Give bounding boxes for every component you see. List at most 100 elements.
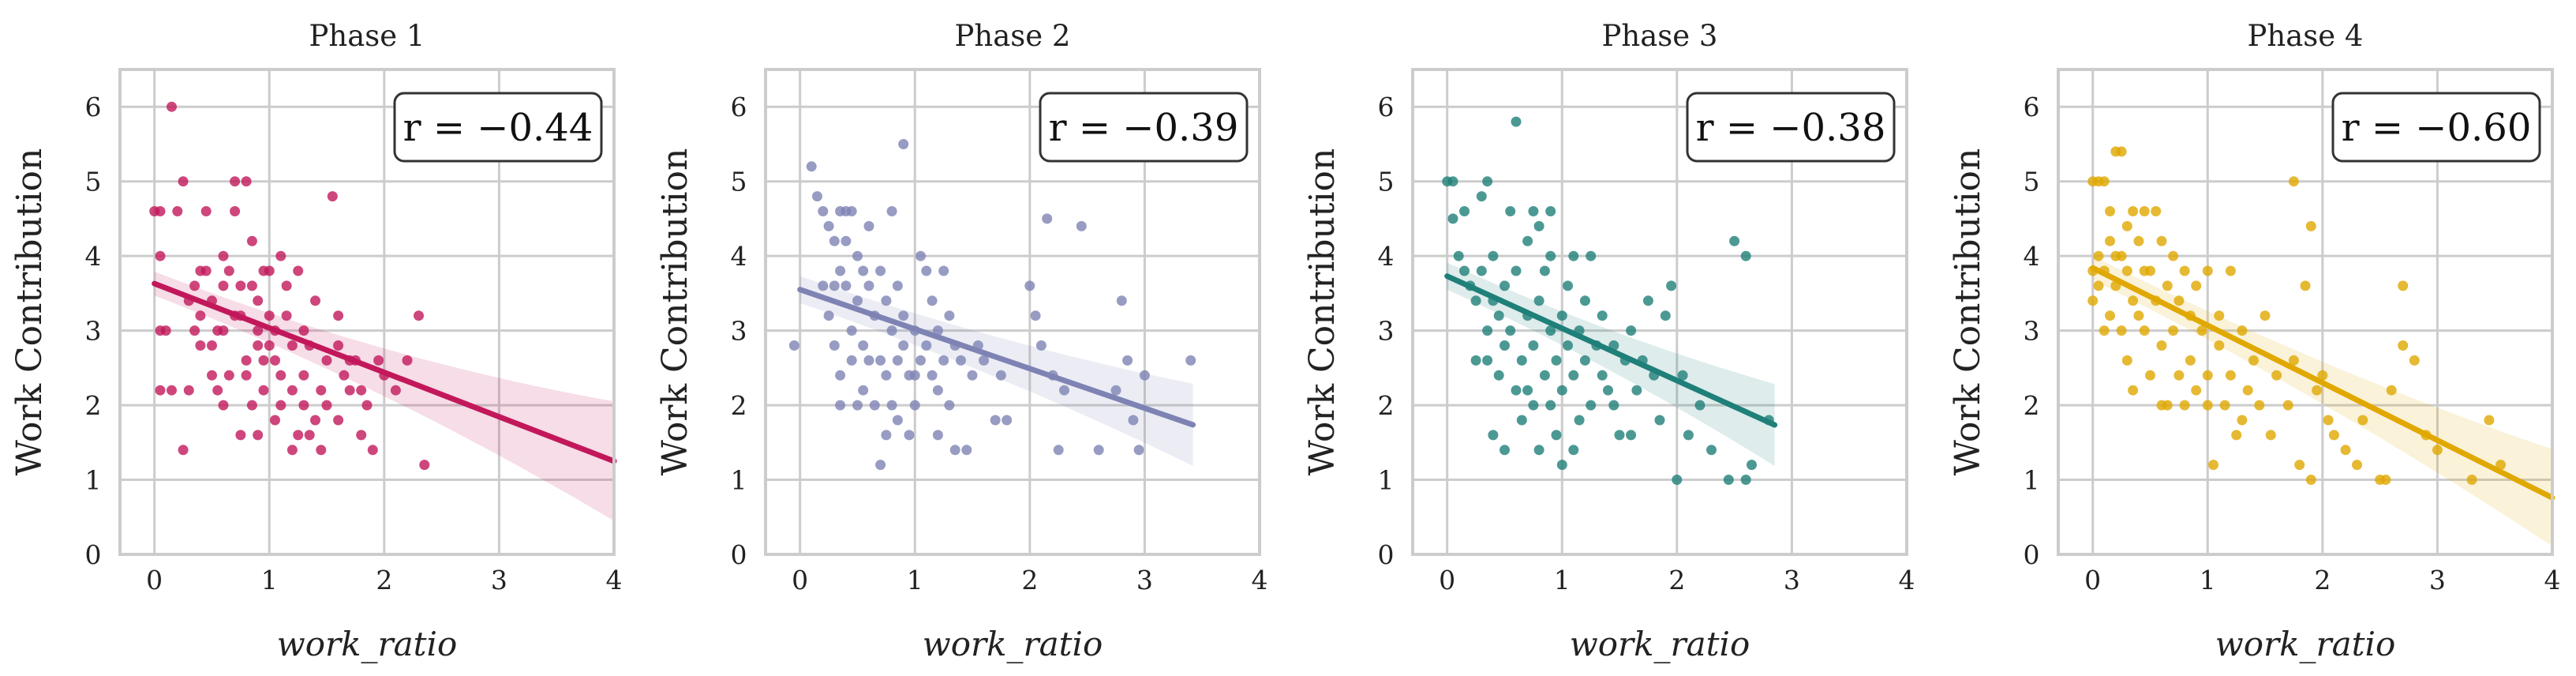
data-point <box>863 220 874 231</box>
y-tick-label: 4 <box>85 241 102 272</box>
y-tick-label: 6 <box>2024 92 2040 122</box>
data-point <box>2133 310 2144 321</box>
y-tick-label: 0 <box>2024 539 2040 570</box>
data-point <box>898 340 909 351</box>
data-point <box>2271 370 2282 381</box>
data-point <box>915 355 926 366</box>
data-point <box>2317 370 2328 381</box>
data-point <box>2121 220 2132 231</box>
data-point <box>1522 235 1533 246</box>
data-point <box>979 355 990 366</box>
x-tick-label: 0 <box>1439 565 1455 595</box>
data-point <box>1453 250 1464 261</box>
data-point <box>402 355 413 366</box>
data-point <box>223 370 234 381</box>
data-point <box>2484 415 2495 426</box>
data-point <box>2231 430 2242 441</box>
data-point <box>2128 295 2139 306</box>
panel-title: Phase 3 <box>1602 19 1718 53</box>
data-point <box>167 101 177 112</box>
data-point <box>1740 250 1751 261</box>
data-point <box>2185 355 2196 366</box>
data-point <box>207 370 217 381</box>
data-point <box>835 265 846 276</box>
x-tick-label: 1 <box>1554 565 1571 595</box>
data-point <box>2305 475 2316 485</box>
data-point <box>218 400 229 411</box>
data-point <box>938 265 949 276</box>
x-tick-label: 2 <box>376 565 392 595</box>
data-point <box>961 445 972 456</box>
data-point <box>806 161 817 172</box>
data-point <box>1568 370 1579 381</box>
x-tick-label: 4 <box>1899 565 1915 595</box>
data-point <box>2208 460 2218 471</box>
y-tick-label: 1 <box>85 465 102 496</box>
data-point <box>183 385 194 396</box>
axes-frame <box>2057 68 2554 556</box>
data-point <box>1522 385 1533 396</box>
data-point <box>921 265 932 276</box>
data-point <box>2116 250 2127 261</box>
data-point <box>1139 370 1150 381</box>
data-point <box>286 340 298 351</box>
data-point <box>967 370 978 381</box>
data-point <box>1002 415 1013 426</box>
data-point <box>1500 340 1510 351</box>
x-axis-label: work_ratio <box>1570 625 1750 663</box>
data-point <box>863 280 874 291</box>
data-point <box>881 295 892 306</box>
data-point <box>316 445 327 456</box>
data-point <box>1626 430 1637 441</box>
data-point <box>298 325 309 336</box>
confidence-band <box>154 272 614 521</box>
x-axis-label: work_ratio <box>923 625 1103 663</box>
y-tick-label: 6 <box>85 92 102 122</box>
regression-line <box>152 280 617 464</box>
data-point <box>2121 265 2132 276</box>
data-point <box>995 370 1006 381</box>
data-point <box>235 280 246 291</box>
data-point <box>333 310 344 321</box>
data-point <box>310 295 320 306</box>
data-point <box>1511 116 1522 127</box>
data-point <box>195 265 206 276</box>
data-point <box>241 176 252 187</box>
data-point <box>1579 355 1590 366</box>
data-point <box>253 295 264 306</box>
data-point <box>2248 355 2259 366</box>
data-point <box>281 310 292 321</box>
data-point <box>932 325 943 336</box>
y-tick-label: 1 <box>731 465 747 496</box>
data-point <box>1545 250 1556 261</box>
panel-phase-4: 0 1 2 3 4 0 1 2 3 4 5 6 Phase 4 work_ratio Work Contri… <box>1948 19 2561 663</box>
data-point <box>1482 355 1493 366</box>
data-point <box>2105 310 2115 321</box>
data-point <box>1545 206 1556 216</box>
data-point <box>316 385 327 396</box>
data-point <box>1654 415 1665 426</box>
data-point <box>944 400 955 411</box>
data-point <box>2087 295 2099 306</box>
data-point <box>1660 310 1671 321</box>
data-point <box>788 340 799 351</box>
regression-line <box>2090 265 2555 501</box>
y-tick-label: 4 <box>2024 241 2040 272</box>
data-point <box>2191 280 2202 291</box>
data-point <box>230 206 241 216</box>
data-point <box>858 385 869 396</box>
correlation-box <box>1686 92 1896 163</box>
data-point <box>2282 400 2293 411</box>
data-point <box>898 139 909 149</box>
y-tick-label: 3 <box>2024 316 2040 347</box>
data-point <box>1110 385 1121 396</box>
data-point <box>2357 415 2368 426</box>
data-point <box>264 310 275 321</box>
data-point <box>189 280 200 291</box>
data-point <box>1729 235 1740 246</box>
data-point <box>223 265 234 276</box>
data-point <box>1597 310 1608 321</box>
data-point <box>1482 325 1493 336</box>
data-point <box>1551 355 1562 366</box>
data-point <box>264 340 275 351</box>
